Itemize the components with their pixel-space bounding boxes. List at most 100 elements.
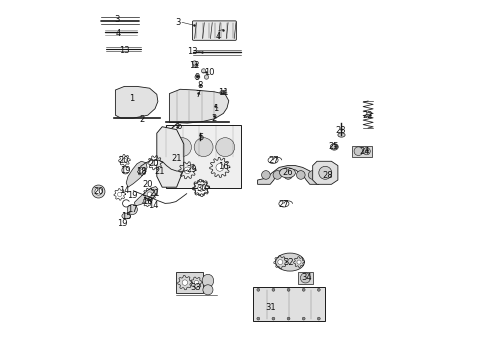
- Text: 18: 18: [142, 197, 152, 206]
- Text: 23: 23: [335, 126, 346, 135]
- Circle shape: [284, 171, 293, 179]
- Bar: [175, 272, 203, 293]
- Circle shape: [273, 171, 282, 179]
- Circle shape: [201, 69, 206, 73]
- Bar: [253, 287, 325, 321]
- Text: 20: 20: [119, 156, 129, 165]
- Circle shape: [194, 63, 198, 68]
- Circle shape: [287, 317, 290, 320]
- Text: 11: 11: [218, 89, 229, 98]
- Text: 6: 6: [177, 122, 182, 131]
- Text: 20: 20: [143, 180, 153, 189]
- Circle shape: [363, 148, 370, 155]
- Text: 19: 19: [120, 166, 131, 175]
- Text: 12: 12: [189, 61, 200, 70]
- Bar: [298, 272, 313, 284]
- Circle shape: [297, 260, 301, 264]
- Circle shape: [195, 75, 199, 79]
- Circle shape: [92, 185, 105, 198]
- Circle shape: [198, 185, 204, 191]
- Text: 1: 1: [129, 94, 134, 103]
- Circle shape: [220, 90, 225, 95]
- Circle shape: [95, 188, 102, 195]
- Circle shape: [332, 144, 337, 149]
- Circle shape: [194, 138, 213, 157]
- Circle shape: [118, 192, 122, 197]
- Text: 25: 25: [328, 143, 339, 152]
- Text: 21: 21: [149, 189, 160, 198]
- Circle shape: [147, 192, 152, 197]
- Text: 29: 29: [187, 165, 197, 174]
- Text: 33: 33: [190, 283, 201, 292]
- Circle shape: [319, 166, 332, 179]
- Circle shape: [182, 280, 188, 285]
- Circle shape: [318, 288, 320, 291]
- Ellipse shape: [338, 133, 345, 137]
- Circle shape: [302, 288, 305, 291]
- Polygon shape: [313, 161, 338, 184]
- Text: 27: 27: [278, 200, 289, 209]
- Text: 15: 15: [121, 212, 131, 221]
- Circle shape: [140, 170, 143, 173]
- Circle shape: [194, 280, 198, 285]
- Ellipse shape: [275, 253, 304, 271]
- Circle shape: [204, 75, 209, 79]
- Circle shape: [216, 163, 223, 171]
- Text: 18: 18: [136, 167, 147, 176]
- Text: 19: 19: [117, 219, 127, 228]
- Circle shape: [221, 91, 225, 95]
- Polygon shape: [126, 161, 147, 187]
- Text: 5: 5: [198, 133, 204, 142]
- Text: 19: 19: [127, 192, 137, 200]
- Text: 4: 4: [116, 30, 121, 39]
- Text: 21: 21: [172, 154, 182, 163]
- Circle shape: [300, 273, 311, 283]
- Text: 3: 3: [115, 15, 120, 24]
- Text: 21: 21: [154, 167, 165, 176]
- Text: 31: 31: [265, 303, 275, 312]
- Ellipse shape: [203, 285, 213, 295]
- Circle shape: [262, 171, 270, 179]
- Bar: [166, 125, 242, 188]
- Circle shape: [308, 171, 317, 179]
- Text: 3: 3: [176, 18, 181, 27]
- Circle shape: [193, 61, 197, 65]
- Ellipse shape: [122, 213, 130, 219]
- Text: 2: 2: [212, 114, 217, 122]
- Text: 20: 20: [148, 159, 158, 168]
- Text: 20: 20: [94, 187, 104, 196]
- Polygon shape: [134, 186, 158, 206]
- Text: 26: 26: [283, 168, 294, 177]
- Text: 4: 4: [216, 32, 220, 41]
- Circle shape: [287, 288, 290, 291]
- Circle shape: [272, 288, 275, 291]
- Circle shape: [296, 171, 305, 179]
- Circle shape: [318, 317, 320, 320]
- Text: 28: 28: [322, 171, 333, 180]
- Text: 27: 27: [269, 156, 279, 165]
- Circle shape: [197, 138, 203, 144]
- Polygon shape: [258, 166, 320, 184]
- Circle shape: [354, 147, 363, 156]
- Text: 32: 32: [283, 258, 294, 267]
- Text: 14: 14: [120, 186, 130, 195]
- Text: 24: 24: [359, 147, 370, 156]
- Text: 16: 16: [218, 162, 229, 171]
- Circle shape: [172, 138, 192, 157]
- Circle shape: [122, 158, 126, 162]
- Circle shape: [257, 317, 260, 320]
- Text: 13: 13: [188, 47, 198, 56]
- Text: 8: 8: [197, 81, 203, 90]
- Circle shape: [198, 185, 204, 191]
- Text: 30: 30: [196, 184, 207, 193]
- Polygon shape: [116, 86, 158, 118]
- Text: 7: 7: [196, 90, 201, 99]
- Circle shape: [152, 160, 158, 166]
- Text: 22: 22: [362, 111, 373, 120]
- Ellipse shape: [202, 274, 214, 287]
- Circle shape: [302, 317, 305, 320]
- Text: 34: 34: [302, 274, 312, 282]
- Text: 2: 2: [140, 115, 145, 124]
- Ellipse shape: [280, 168, 295, 178]
- Circle shape: [278, 260, 283, 265]
